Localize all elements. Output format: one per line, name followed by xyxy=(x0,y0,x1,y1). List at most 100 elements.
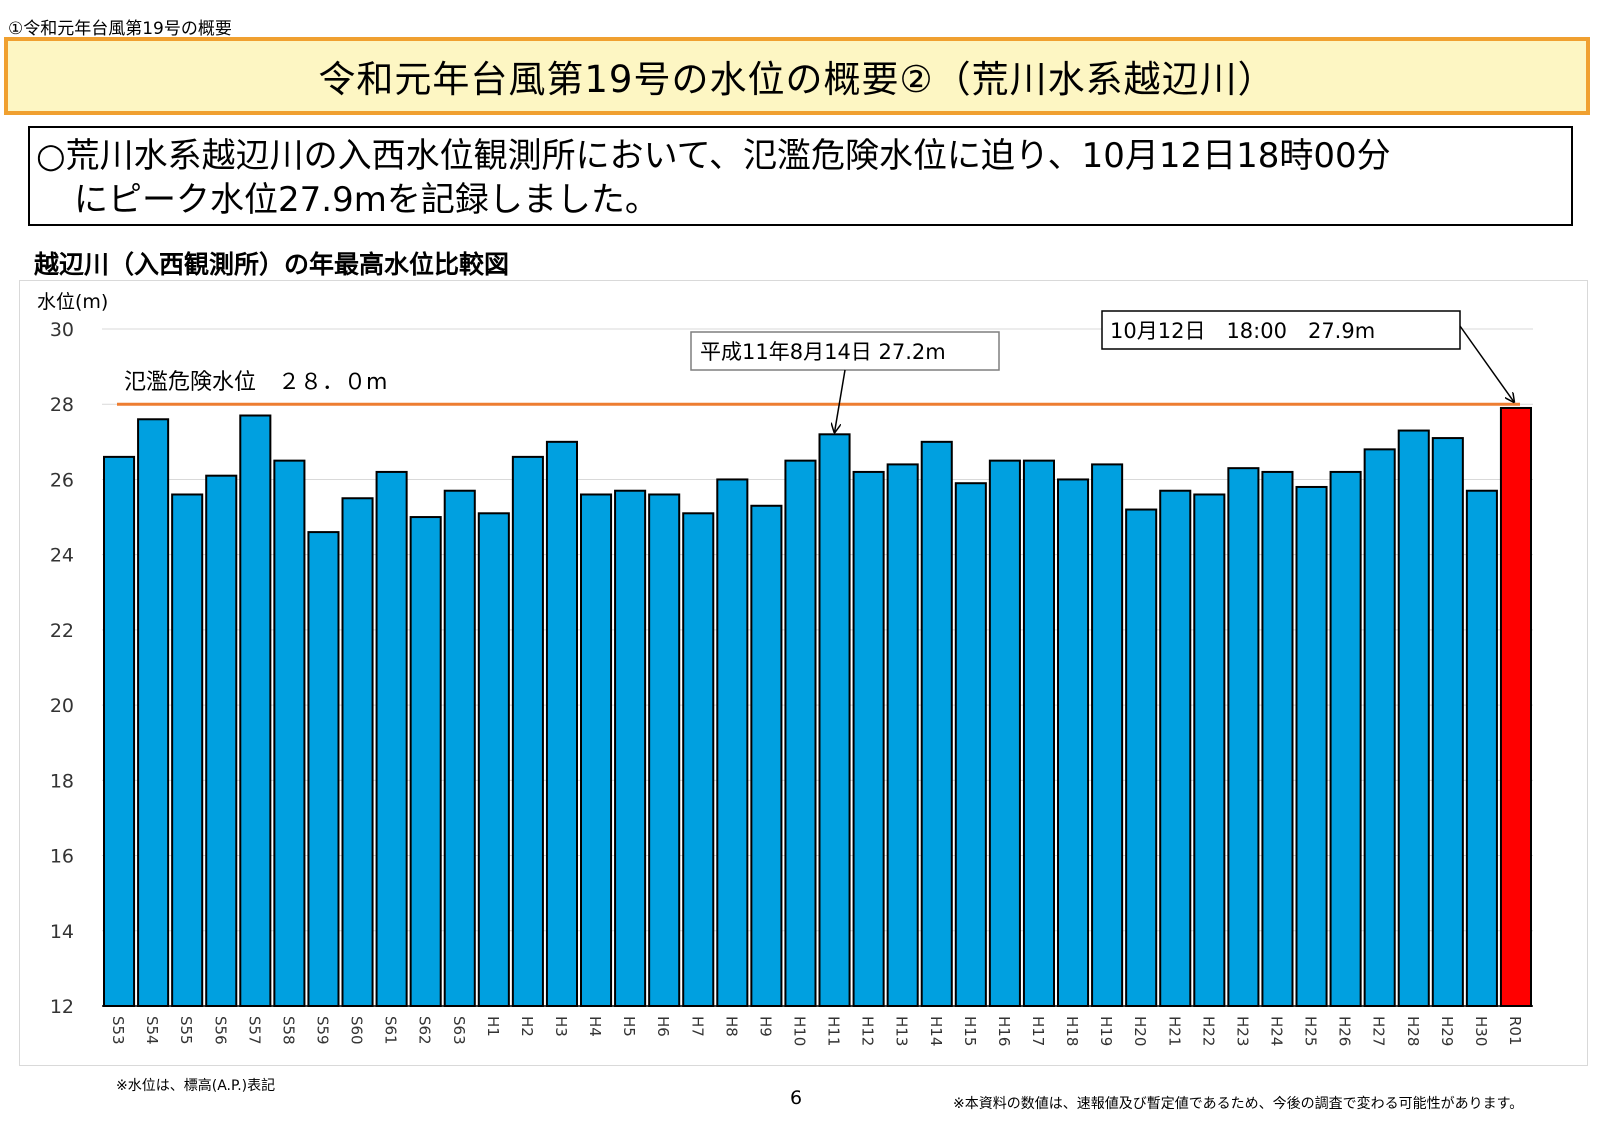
bar-S61 xyxy=(375,470,408,1007)
x-tick-label: H28 xyxy=(1404,1016,1422,1046)
y-tick-label: 18 xyxy=(50,770,74,792)
x-tick-label: H21 xyxy=(1165,1016,1183,1046)
bar-H14 xyxy=(920,440,953,1008)
bar-S58 xyxy=(273,459,306,1007)
bar-H19 xyxy=(1091,463,1124,1007)
bar-H11 xyxy=(818,433,851,1008)
footnote-left: ※水位は、標高(A.P.)表記 xyxy=(116,1078,276,1094)
x-tick-label: S56 xyxy=(211,1016,229,1045)
x-tick-label: H22 xyxy=(1199,1016,1217,1046)
y-tick-label: 20 xyxy=(50,695,74,717)
bar-S53 xyxy=(103,455,136,1007)
y-axis-label: 水位(m) xyxy=(37,291,108,313)
y-tick-label: 24 xyxy=(50,545,74,567)
x-tick-label: H15 xyxy=(961,1016,979,1046)
bar-H1 xyxy=(477,512,510,1008)
x-tick-label: H10 xyxy=(790,1016,808,1046)
bar-H10 xyxy=(784,459,817,1007)
bar-H4 xyxy=(580,493,613,1007)
x-tick-label: H27 xyxy=(1370,1016,1388,1046)
bar-H20 xyxy=(1125,508,1158,1008)
x-tick-label: S54 xyxy=(143,1016,161,1045)
x-tick-label: H16 xyxy=(995,1016,1013,1046)
bar-H5 xyxy=(614,489,647,1007)
bar-H15 xyxy=(954,482,987,1007)
page-title: 令和元年台風第19号の水位の概要②（荒川水系越辺川） xyxy=(318,58,1276,101)
x-tick-label: H11 xyxy=(825,1016,843,1046)
bar-H21 xyxy=(1159,489,1192,1007)
footnote-right: ※本資料の数値は、速報値及び暫定値であるため、今後の調査で変わる可能性があります… xyxy=(953,1096,1524,1112)
x-tick-label: S60 xyxy=(348,1016,366,1045)
chart-title: 越辺川（入西観測所）の年最高水位比較図 xyxy=(34,250,510,279)
bar-S60 xyxy=(341,497,374,1007)
bar-H25 xyxy=(1295,485,1328,1007)
x-tick-label: H8 xyxy=(722,1016,740,1037)
chart-svg: 12 14 16 18 20 22 24 26 28 30 水位(m) S53 S54 S55 S56 S57… xyxy=(37,291,1533,1046)
bar-H29 xyxy=(1431,437,1464,1008)
bar-S56 xyxy=(205,474,238,1007)
y-tick-label: 12 xyxy=(50,996,74,1018)
summary-line-2: にピーク水位27.9mを記録しました。 xyxy=(74,180,659,220)
bar-H16 xyxy=(988,459,1021,1007)
x-tick-label: H17 xyxy=(1029,1016,1047,1046)
x-tick-label: S55 xyxy=(177,1016,195,1045)
x-tick-label: S63 xyxy=(450,1016,468,1045)
bar-H30 xyxy=(1465,489,1498,1007)
x-tick-label: H4 xyxy=(586,1016,604,1037)
bar-S54 xyxy=(137,418,170,1007)
x-tick-label: H3 xyxy=(552,1016,570,1037)
section-label: ①令和元年台風第19号の概要 xyxy=(8,19,232,39)
x-tick-label: H2 xyxy=(518,1016,536,1037)
page-number: 6 xyxy=(790,1087,803,1109)
bar-S62 xyxy=(409,516,442,1008)
bar-H12 xyxy=(852,470,885,1007)
bar-H28 xyxy=(1397,429,1430,1008)
annotation-arrow-r01 xyxy=(1459,325,1514,402)
y-tick-label: 28 xyxy=(50,394,74,416)
bar-H17 xyxy=(1022,459,1056,1007)
x-tick-label: H6 xyxy=(654,1016,672,1037)
bar-H26 xyxy=(1329,470,1362,1007)
x-tick-label: H19 xyxy=(1097,1016,1115,1046)
x-tick-label: H23 xyxy=(1233,1016,1251,1046)
annotation-r01: 10月12日 18:00 27.9m xyxy=(1110,319,1375,343)
title-banner: 令和元年台風第19号の水位の概要②（荒川水系越辺川） xyxy=(4,37,1590,115)
bar-H2 xyxy=(511,455,544,1007)
x-tick-label: S59 xyxy=(313,1016,331,1045)
y-tick-label: 14 xyxy=(50,921,74,943)
bar-H13 xyxy=(886,463,919,1007)
annotation-box-h11 xyxy=(690,331,1000,371)
bar-R01 xyxy=(1499,406,1533,1007)
x-tick-label: H26 xyxy=(1336,1016,1354,1046)
summary-box: ○荒川水系越辺川の入西水位観測所において、氾濫危険水位に迫り、10月12日18時… xyxy=(28,126,1573,226)
chart-frame: 12 14 16 18 20 22 24 26 28 30 水位(m) S53 S54 S55 S56 S57… xyxy=(19,280,1588,1066)
x-tick-label: S61 xyxy=(382,1016,400,1045)
bar-H24 xyxy=(1261,470,1294,1007)
bar-S57 xyxy=(239,414,272,1007)
bar-H27 xyxy=(1363,448,1396,1008)
x-tick-label: H30 xyxy=(1472,1016,1490,1046)
annotation-h11: 平成11年8月14日 27.2m xyxy=(700,340,946,364)
x-tick-label: H24 xyxy=(1267,1016,1285,1046)
x-tick-label: H29 xyxy=(1438,1016,1456,1046)
bar-H22 xyxy=(1193,493,1226,1007)
y-tick-label: 30 xyxy=(50,319,74,341)
bar-H9 xyxy=(750,504,783,1007)
bar-H8 xyxy=(716,478,749,1007)
threshold-label: 氾濫危険水位 ２８．０m xyxy=(124,370,387,395)
x-tick-label: S53 xyxy=(109,1016,127,1045)
x-tick-label: H13 xyxy=(893,1016,911,1046)
bar-H7 xyxy=(682,512,715,1008)
annotation-arrow-h11 xyxy=(835,369,846,432)
x-tick-label: H25 xyxy=(1302,1016,1320,1046)
x-tick-label: H12 xyxy=(859,1016,877,1046)
x-tick-label: H18 xyxy=(1063,1016,1081,1046)
y-tick-label: 26 xyxy=(50,469,74,491)
x-tick-label: R01 xyxy=(1506,1016,1524,1046)
bar-H3 xyxy=(545,440,579,1008)
x-tick-label: H9 xyxy=(756,1016,774,1037)
x-tick-label: S57 xyxy=(245,1016,263,1045)
bar-H18 xyxy=(1057,478,1090,1007)
x-tick-label: S62 xyxy=(416,1016,434,1045)
x-tick-label: H7 xyxy=(688,1016,706,1037)
